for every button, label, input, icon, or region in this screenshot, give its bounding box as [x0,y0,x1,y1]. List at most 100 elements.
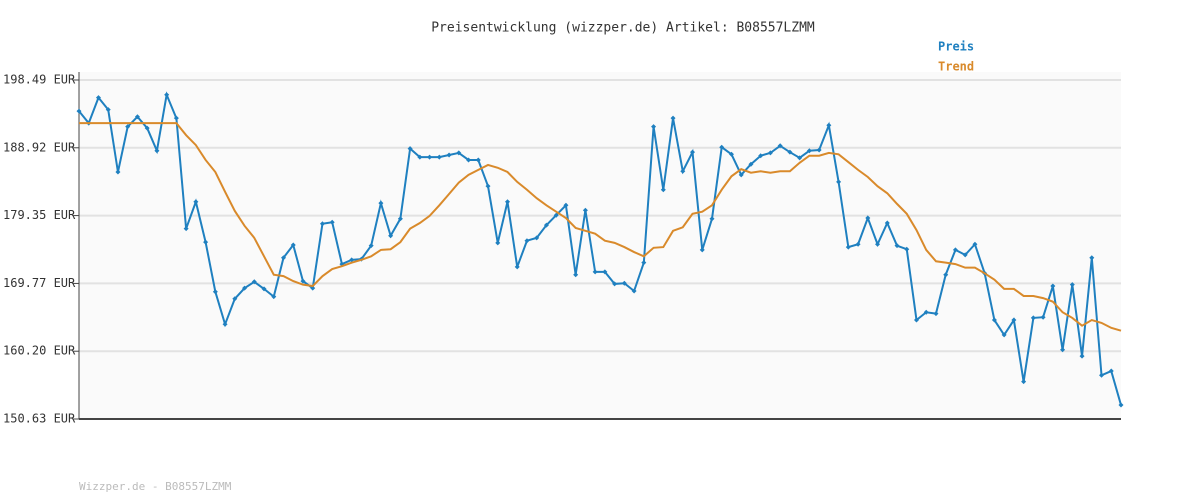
point [134,114,140,120]
series-line [79,122,1122,332]
point [456,150,462,156]
point [1060,347,1066,353]
point [1030,315,1036,321]
point [875,241,881,247]
point [1040,314,1046,320]
point [417,154,423,160]
point [748,161,754,167]
point [251,279,257,285]
point [719,144,725,150]
point [933,311,939,317]
y-tick-label: 150.63 EUR [3,412,76,426]
point [855,241,861,247]
point [514,264,520,270]
point [699,247,705,253]
point [612,281,618,287]
point [943,272,949,278]
point [1118,402,1124,408]
point [534,235,540,241]
point [592,269,598,275]
point [923,309,929,315]
point [651,124,657,130]
point [758,153,764,159]
point [826,122,832,128]
point [660,187,666,193]
point [1069,282,1075,288]
point [670,115,676,121]
point [466,157,472,163]
chart-title: Preisentwicklung (wizzper.de) Artikel: B… [431,21,815,36]
point [164,92,170,98]
point [378,200,384,206]
point [446,152,452,158]
point [427,154,433,160]
point [125,124,131,130]
point [631,288,637,294]
point [261,286,267,292]
point [836,179,842,185]
point [1079,353,1085,359]
point [972,241,978,247]
footer: Wizzper.de - B08557LZMM [79,480,232,493]
point [962,252,968,258]
point [952,247,958,253]
point [495,240,501,246]
point [913,317,919,323]
point [543,222,549,228]
point [203,239,209,245]
series-line [78,91,1122,406]
point [680,168,686,174]
y-tick-label: 160.20 EUR [3,344,76,358]
point [222,321,228,327]
point [1011,317,1017,323]
point [621,280,627,286]
point [797,155,803,161]
y-tick-label: 169.77 EUR [3,276,76,290]
point [553,212,559,218]
point [183,226,189,232]
point [144,125,150,131]
point [991,317,997,323]
point [865,215,871,221]
point [573,272,579,278]
point [319,221,325,227]
point [777,143,783,149]
point [504,199,510,205]
point [349,257,355,263]
point [1089,255,1095,261]
point [904,246,910,252]
point [690,149,696,155]
y-tick-label: 198.49 EUR [3,73,76,87]
point [1021,379,1027,385]
point [271,294,277,300]
point [884,220,890,226]
point [388,233,394,239]
point [1108,368,1114,374]
point [1099,372,1105,378]
point [845,244,851,250]
point [310,285,316,291]
point [242,285,248,291]
point [582,207,588,213]
point [816,147,822,153]
point [397,216,403,222]
point [115,169,121,175]
point [738,172,744,178]
y-tick-label: 188.92 EUR [3,140,76,154]
point [76,108,82,114]
point [105,107,111,113]
point [193,199,199,205]
point [475,157,481,163]
point [767,150,773,156]
point [436,154,442,160]
point [154,148,160,154]
point [329,219,335,225]
point [300,278,306,284]
point [709,216,715,222]
point [787,149,793,155]
point [485,183,491,189]
point [212,289,218,295]
plot-area [79,72,1121,419]
point [806,148,812,154]
